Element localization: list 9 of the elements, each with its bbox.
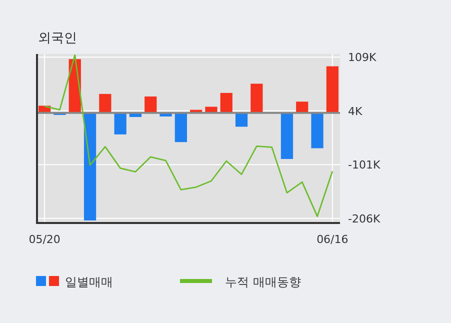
x-tick-label: 06/16 xyxy=(316,233,348,246)
legend-label: 일별매매 xyxy=(65,275,113,289)
y-tick-label: 109K xyxy=(348,51,377,64)
legend-label: 누적 매매동향 xyxy=(225,275,301,289)
chart-title: 외국인 xyxy=(38,31,77,46)
y-tick-label: 4K xyxy=(348,104,363,118)
y-tick-label: -101K xyxy=(348,158,381,172)
x-tick-label: 05/20 xyxy=(28,233,60,246)
y-tick-label: -206K xyxy=(348,212,381,226)
